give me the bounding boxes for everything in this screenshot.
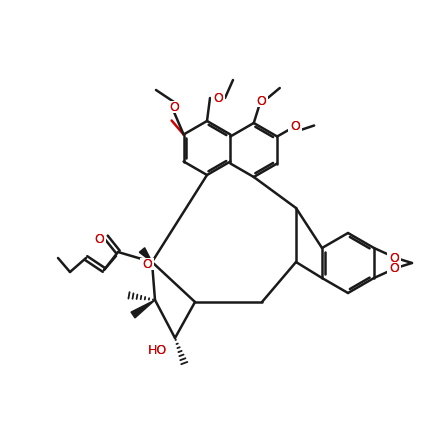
FancyBboxPatch shape (143, 344, 171, 356)
Text: O: O (389, 261, 399, 275)
Text: O: O (389, 261, 399, 275)
FancyBboxPatch shape (211, 92, 225, 104)
Text: O: O (290, 120, 300, 133)
Polygon shape (139, 248, 152, 262)
FancyBboxPatch shape (387, 262, 401, 274)
Text: O: O (169, 100, 179, 114)
Text: O: O (256, 95, 266, 107)
Polygon shape (131, 300, 155, 318)
Text: O: O (94, 232, 104, 246)
FancyBboxPatch shape (167, 101, 181, 113)
Text: HO: HO (147, 344, 167, 356)
FancyBboxPatch shape (387, 252, 401, 264)
FancyBboxPatch shape (140, 258, 154, 270)
Text: O: O (142, 257, 152, 271)
Text: O: O (213, 92, 223, 105)
Text: O: O (94, 232, 104, 246)
Text: HO: HO (147, 344, 167, 356)
Text: O: O (290, 120, 300, 133)
Text: O: O (213, 92, 223, 105)
Text: O: O (389, 252, 399, 264)
Text: O: O (389, 252, 399, 264)
Text: O: O (256, 95, 266, 107)
Text: O: O (169, 100, 179, 114)
FancyBboxPatch shape (92, 233, 106, 245)
Text: O: O (142, 257, 152, 271)
FancyBboxPatch shape (254, 95, 268, 107)
FancyBboxPatch shape (288, 121, 302, 132)
